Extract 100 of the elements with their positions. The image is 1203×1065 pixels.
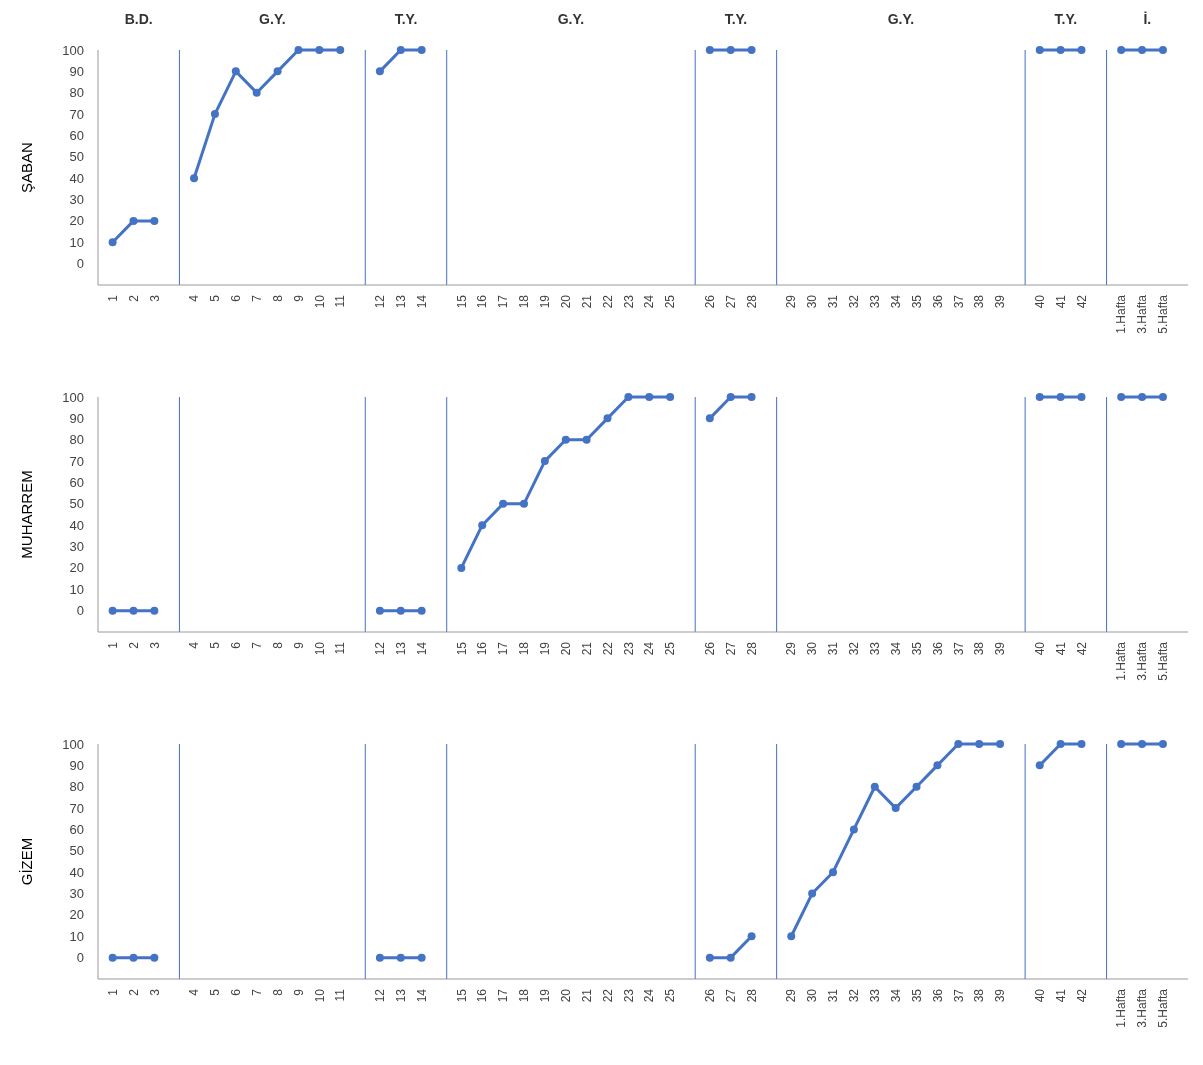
point [210,110,219,119]
point [808,889,817,898]
x-tick-label: 3.Hafta [1135,988,1150,1028]
point [457,563,466,572]
x-tick-label: 5 [208,294,223,302]
y-tick-label: 40 [69,864,84,880]
x-tick-label: 35 [909,988,924,1003]
x-tick-label: 20 [558,641,573,656]
x-tick-label: 40 [1032,988,1047,1003]
x-tick-label: 31 [826,641,841,656]
x-tick-label: 32 [847,641,862,656]
x-tick-label: 19 [538,641,553,656]
y-tick-label: 80 [69,85,84,101]
y-tick-label: 10 [69,928,84,944]
x-tick-label: 36 [930,988,945,1003]
x-tick-label: 23 [621,988,636,1003]
x-tick-label: 33 [867,294,882,309]
x-tick-label: 34 [888,641,903,656]
point [315,46,324,54]
point [975,740,984,748]
x-tick-label: 5 [208,641,223,649]
x-tick-label: 18 [517,988,532,1003]
x-tick-label: 24 [642,641,657,656]
x-tick-label: 17 [496,988,511,1003]
x-tick-label: 14 [414,641,429,656]
x-tick-label: 13 [393,988,408,1003]
x-tick-label: 6 [229,641,244,649]
point [294,46,303,54]
point [231,67,240,76]
y-tick-label: 10 [69,234,84,250]
x-tick-label: 17 [496,641,511,656]
y-axis-title: MUHARREM [18,470,35,559]
y-tick-label: 80 [69,432,84,448]
x-tick-label: 14 [414,988,429,1003]
x-tick-label: 7 [249,294,264,302]
x-tick-label: 42 [1074,294,1089,309]
x-tick-label: 3.Hafta [1135,294,1150,334]
point [190,174,199,183]
point [499,499,508,508]
x-tick-label: 20 [558,988,573,1003]
x-tick-label: 33 [867,988,882,1003]
x-tick-label: 2 [126,988,141,996]
x-tick-label: 5.Hafta [1156,641,1171,681]
y-tick-label: 20 [69,213,84,229]
point [933,761,942,770]
x-tick-label: 21 [579,641,594,656]
point [954,740,963,748]
y-tick-label: 0 [76,950,84,966]
x-tick-label: 27 [723,988,738,1003]
point [996,740,1005,748]
x-tick-label: 35 [909,294,924,309]
y-tick-label: 70 [69,453,84,469]
x-tick-label: 3.Hafta [1135,641,1150,681]
x-tick-label: 38 [972,641,987,656]
y-tick-label: 50 [69,149,84,165]
x-tick-label: 11 [333,641,348,655]
y-tick-label: 70 [69,106,84,122]
x-tick-label: 1 [105,988,120,996]
y-tick-label: 90 [69,757,84,773]
y-tick-label: 60 [69,822,84,837]
y-tick-label: 100 [62,736,84,752]
point [849,825,858,834]
chart-title: B.D. [124,11,153,27]
x-tick-label: 22 [600,641,615,656]
point [478,521,487,530]
x-tick-label: 37 [951,641,966,656]
x-tick-label: 15 [454,294,469,309]
x-tick-label: 19 [538,988,553,1003]
x-tick-label: 7 [249,641,264,649]
x-tick-label: 15 [454,988,469,1003]
x-tick-label: 9 [291,988,306,996]
y-axis-title: GİZEM [18,837,35,886]
x-tick-label: 35 [909,641,924,656]
x-tick-label: 29 [784,988,799,1003]
x-tick-label: 23 [621,641,636,656]
point [336,46,345,54]
y-tick-label: 0 [76,256,84,272]
x-tick-label: 2 [126,294,141,302]
x-tick-label: 10 [312,294,327,309]
x-tick-label: 31 [826,988,841,1003]
x-tick-label: 21 [579,988,594,1003]
x-tick-label: 12 [373,988,388,1003]
x-tick-label: 32 [847,988,862,1003]
x-tick-label: 13 [393,641,408,656]
x-tick-label: 23 [621,294,636,309]
chart-title: G.Y. [259,11,286,27]
x-tick-label: 30 [805,294,820,309]
point [273,67,282,76]
x-tick-label: 12 [373,294,388,309]
y-tick-label: 0 [76,603,84,619]
y-tick-label: 30 [69,192,84,208]
point [912,782,921,791]
x-tick-label: 24 [642,294,657,309]
x-tick-label: 40 [1032,294,1047,309]
x-tick-label: 28 [744,294,759,309]
point [582,435,591,444]
x-tick-label: 11 [333,988,348,1002]
x-tick-label: 8 [270,294,285,302]
x-tick-label: 28 [744,988,759,1003]
y-tick-label: 70 [69,800,84,816]
